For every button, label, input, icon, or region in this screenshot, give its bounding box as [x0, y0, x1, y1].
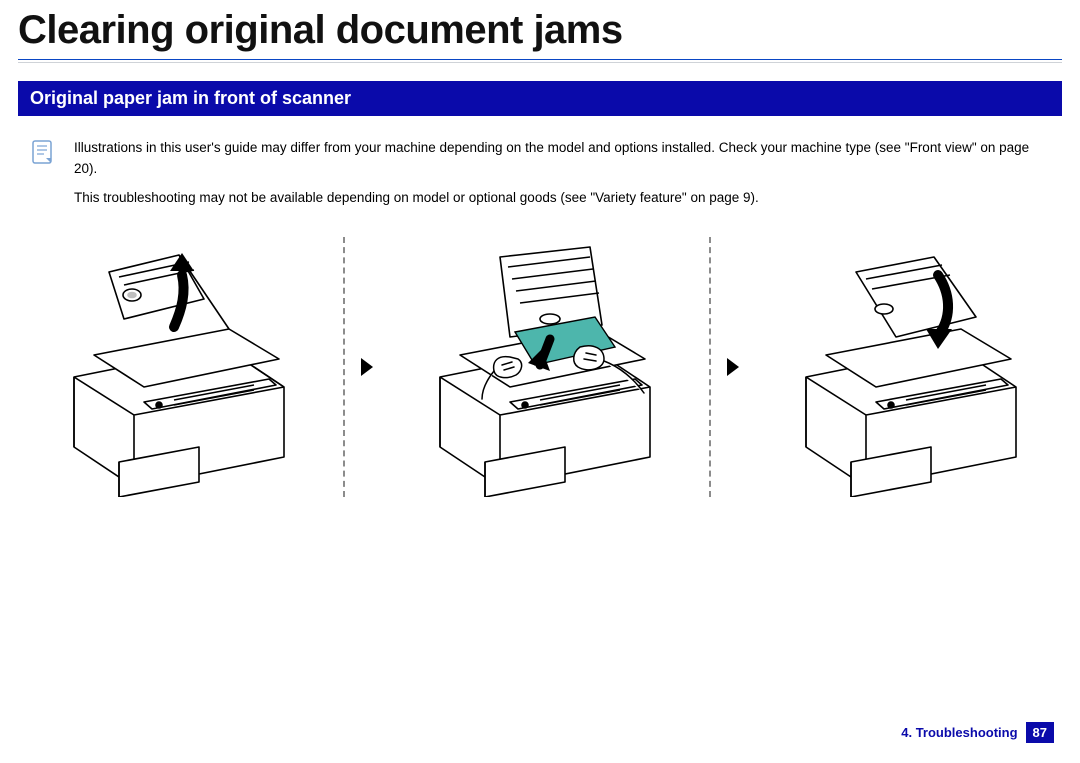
footer-page-number: 87 — [1026, 722, 1054, 743]
page-footer: 4. Troubleshooting 87 — [901, 722, 1054, 743]
note-line-1: Illustrations in this user's guide may d… — [74, 138, 1052, 180]
section-heading: Original paper jam in front of scanner — [18, 81, 1062, 116]
note-text: Illustrations in this user's guide may d… — [74, 138, 1052, 209]
footer-chapter: 4. Troubleshooting — [901, 725, 1017, 740]
note-line-2: This troubleshooting may not be availabl… — [74, 188, 1052, 209]
figure-step-1 — [24, 237, 324, 497]
instruction-figures — [18, 217, 1062, 497]
note-icon — [28, 138, 56, 166]
step-arrow-icon — [359, 356, 377, 378]
note-block: Illustrations in this user's guide may d… — [18, 116, 1062, 217]
figure-step-3 — [756, 237, 1056, 497]
step-divider-1 — [343, 237, 345, 497]
step-divider-2 — [709, 237, 711, 497]
title-rule — [18, 59, 1062, 63]
page-title: Clearing original document jams — [18, 0, 1062, 59]
step-arrow-icon — [725, 356, 743, 378]
figure-step-2 — [390, 237, 690, 497]
manual-page: Clearing original document jams Original… — [0, 0, 1080, 763]
